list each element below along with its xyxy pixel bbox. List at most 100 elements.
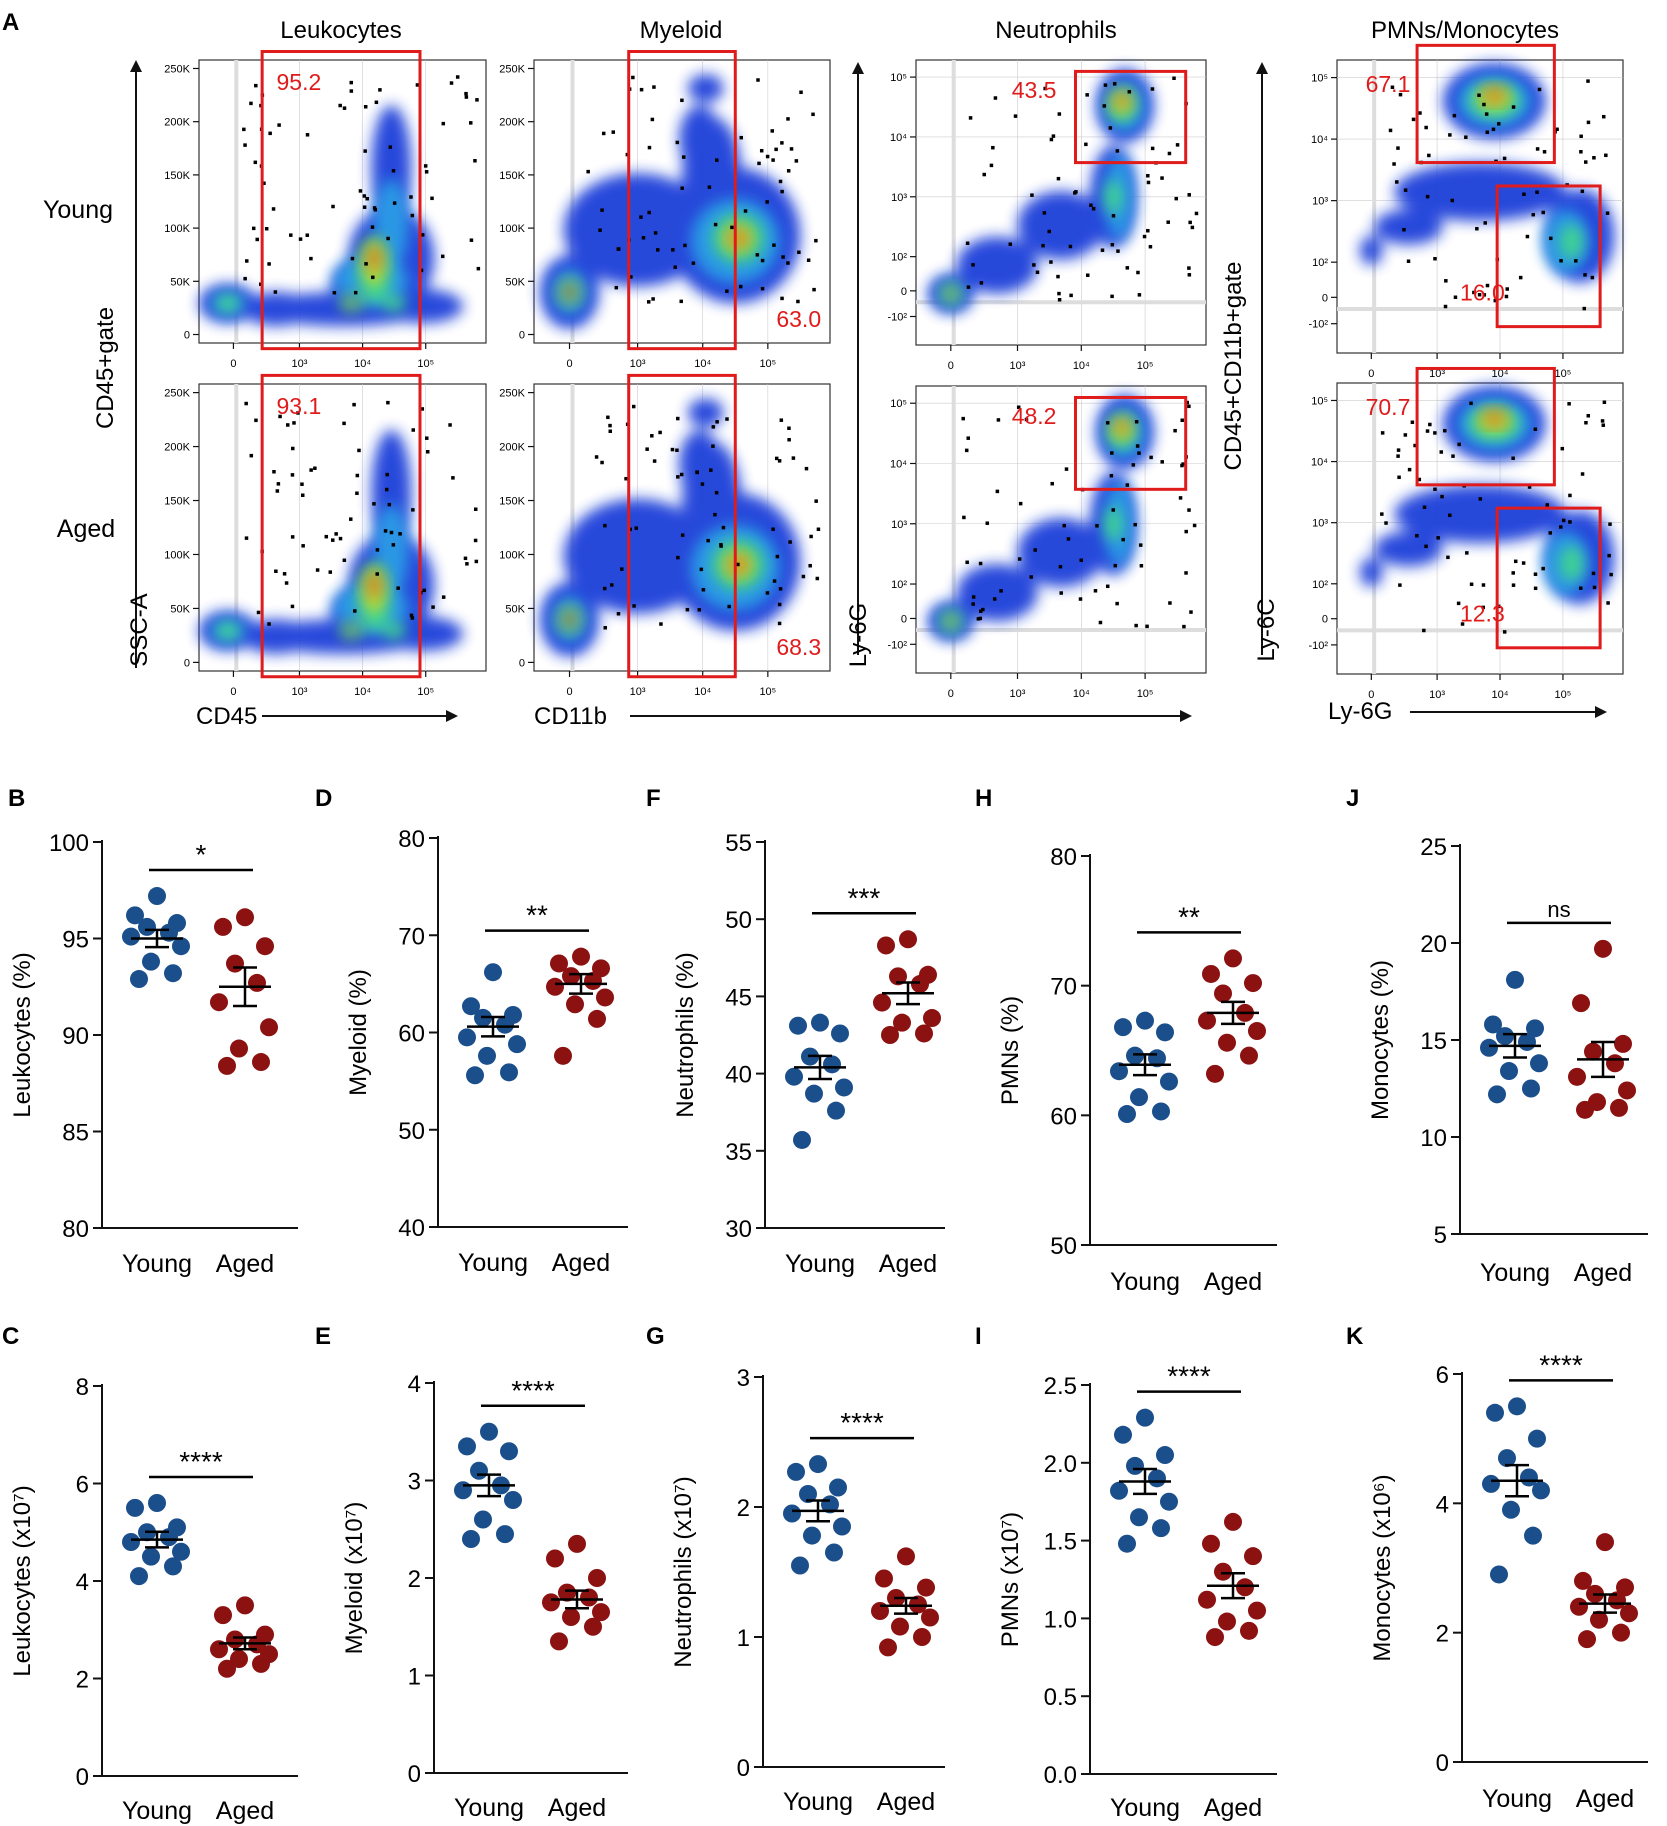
series-aged — [873, 930, 941, 1044]
outlier-event — [1582, 306, 1587, 311]
outlier-event — [697, 608, 702, 612]
outlier-event — [1559, 259, 1563, 263]
density-cloud — [729, 229, 748, 247]
dot-panel-j: J 5 10 15 20 25 Monocytes (%) Young Aged ns — [1346, 785, 1648, 1287]
outlier-event — [1475, 226, 1479, 231]
outlier-event — [641, 236, 646, 240]
outlier-event — [794, 159, 799, 163]
category-label: Aged — [879, 1250, 937, 1278]
data-point — [1608, 1591, 1626, 1610]
outlier-event — [1548, 531, 1553, 535]
y-tick-label: 2 — [408, 1566, 421, 1593]
y-tick-label: 150K — [164, 170, 190, 182]
outlier-event — [1029, 575, 1033, 579]
outlier-event — [1174, 196, 1178, 201]
y-tick-label: 10² — [1312, 579, 1328, 591]
outlier-event — [275, 489, 280, 493]
density-cloud — [345, 625, 357, 636]
category-label: Young — [783, 1788, 853, 1816]
data-point — [823, 1055, 841, 1074]
density-cloud — [1560, 545, 1583, 581]
outlier-event — [1395, 180, 1399, 184]
density-cloud — [1374, 209, 1443, 245]
outlier-event — [695, 470, 699, 475]
significance-label: **** — [179, 1446, 223, 1477]
outlier-event — [1417, 477, 1422, 482]
series-aged — [542, 1534, 610, 1651]
flow-plot-neut-young: 0 10³ 10⁴ 10⁵ 10⁵ 10⁴ 10³ 10² 0 -10² 43.5 — [887, 59, 1207, 372]
outlier-event — [1042, 211, 1047, 215]
outlier-event — [242, 127, 246, 132]
y-tick-label: 10⁴ — [890, 458, 907, 470]
outlier-event — [602, 586, 607, 591]
outlier-event — [385, 472, 389, 477]
outlier-event — [772, 579, 777, 583]
outlier-event — [473, 507, 478, 511]
outlier-event — [342, 558, 347, 563]
outlier-event — [1425, 429, 1430, 433]
outlier-event — [262, 181, 266, 186]
outlier-event — [727, 604, 731, 609]
outlier-event — [1477, 93, 1481, 98]
y-tick-label: -10² — [887, 639, 907, 651]
data-point — [893, 1013, 911, 1032]
data-point — [1490, 1565, 1508, 1584]
outlier-event — [1043, 86, 1047, 91]
outlier-event — [386, 236, 390, 241]
data-point — [809, 1455, 827, 1474]
outlier-event — [815, 576, 820, 581]
data-point — [480, 1422, 498, 1441]
y-tick-label: 0 — [901, 613, 907, 625]
data-point — [1500, 1062, 1518, 1081]
density-cloud — [1104, 506, 1122, 541]
outlier-event — [1145, 624, 1149, 629]
outlier-event — [1586, 79, 1590, 83]
outlier-event — [1439, 450, 1444, 454]
y-tick-label: 0.0 — [1044, 1762, 1077, 1789]
gate-value: 68.3 — [776, 634, 821, 660]
category-label: Young — [1480, 1259, 1550, 1287]
category-label: Young — [1110, 1268, 1180, 1296]
outlier-event — [282, 572, 287, 576]
outlier-event — [760, 258, 765, 263]
data-point — [1508, 1397, 1526, 1416]
outlier-event — [786, 169, 791, 173]
y-tick-label: 10² — [1312, 257, 1328, 269]
density-cloud — [1104, 179, 1122, 214]
y-tick-label: 2 — [1436, 1621, 1449, 1648]
outlier-event — [1465, 551, 1469, 555]
x-tick-label: 0 — [566, 358, 572, 370]
data-point — [496, 1015, 514, 1034]
outlier-event — [274, 569, 278, 573]
outlier-event — [331, 538, 335, 542]
data-point — [1606, 1054, 1624, 1073]
outlier-event — [305, 233, 310, 237]
y-tick-label: 45 — [725, 984, 752, 1011]
flow-plot-neut-aged: 0 10³ 10⁴ 10⁵ 10⁵ 10⁴ 10³ 10² 0 -10² 48.2 — [887, 385, 1207, 700]
outlier-event — [725, 289, 729, 293]
density-cloud — [216, 622, 240, 640]
x-tick-label: 10³ — [630, 358, 646, 370]
y-tick-label: 15 — [1420, 1028, 1447, 1055]
data-point — [478, 1046, 496, 1065]
x-tick-label: 0 — [1368, 368, 1374, 380]
outlier-event — [1413, 443, 1417, 448]
outlier-event — [804, 466, 809, 471]
data-point — [1136, 1408, 1154, 1427]
gate-value: 43.5 — [1012, 77, 1057, 103]
y-tick-label: 200K — [164, 442, 190, 454]
outlier-event — [276, 482, 281, 486]
data-point — [1126, 1046, 1144, 1065]
outlier-event — [277, 123, 281, 127]
outlier-event — [670, 447, 675, 452]
outlier-event — [730, 225, 734, 230]
y-tick-label: 0 — [1322, 292, 1328, 304]
outlier-event — [1056, 274, 1060, 279]
outlier-event — [598, 228, 602, 232]
outlier-event — [1511, 571, 1515, 575]
outlier-event — [1583, 273, 1587, 277]
outlier-event — [409, 613, 414, 618]
y-tick-label: 6 — [1436, 1362, 1449, 1389]
outlier-event — [1396, 448, 1401, 452]
